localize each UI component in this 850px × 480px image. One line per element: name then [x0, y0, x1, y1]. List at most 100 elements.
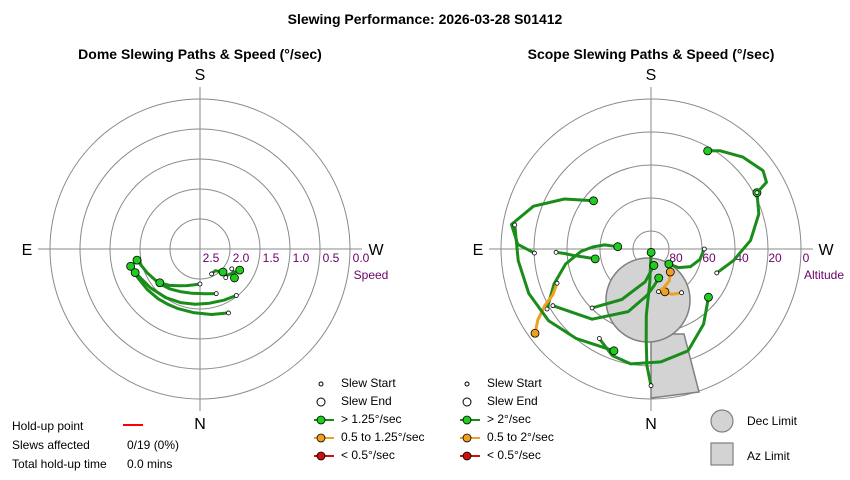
slew-path — [657, 270, 672, 294]
slew-start-marker — [754, 190, 760, 196]
slew-path — [510, 197, 595, 255]
slew-start-marker — [229, 266, 235, 272]
slew-path — [551, 276, 661, 321]
legend-medium-marker — [316, 433, 326, 443]
slew-path — [135, 258, 218, 296]
slew-end-marker — [530, 328, 540, 338]
legend-slow-label: < 0.5°/sec — [487, 448, 541, 462]
dec-limit-label: Dec Limit — [747, 414, 798, 428]
slew-end-marker — [704, 292, 713, 302]
legend-slow-label: < 0.5°/sec — [341, 448, 395, 462]
dome-chart: Dome Slewing Paths & Speed (°/sec) S N E… — [12, 46, 425, 471]
dome-holdup-info: Hold-up point Slews affected 0/19 (0%) T… — [12, 419, 179, 471]
scope-limits — [605, 257, 700, 399]
slew-path — [597, 295, 710, 366]
dec-limit-swatch — [710, 409, 734, 433]
slew-path — [706, 149, 768, 195]
legend-fast-marker — [462, 415, 472, 425]
slew-start-marker — [714, 270, 720, 276]
slew-start-marker — [679, 290, 684, 296]
scope-cardinal-left: E — [473, 242, 484, 259]
scope-cardinal-top: S — [646, 67, 657, 84]
slew-start-marker — [589, 305, 595, 311]
legend-start-label: Slew Start — [341, 376, 396, 390]
slew-path — [644, 250, 653, 388]
scope-chart: Scope Slewing Paths & Speed (°/sec) S N … — [460, 46, 844, 466]
legend-start-label: Slew Start — [487, 376, 542, 390]
scope-cardinal-right: W — [818, 242, 834, 259]
slew-end-marker — [230, 273, 239, 283]
slew-end-marker — [703, 146, 713, 156]
scope-radial-tick: 20 — [768, 251, 782, 265]
legend-end-marker — [316, 397, 326, 407]
slew-start-marker — [233, 293, 239, 298]
slew-path — [667, 247, 706, 270]
slew-start-marker — [554, 280, 560, 286]
slew-start-marker — [512, 222, 518, 228]
dome-cardinal-bottom: N — [194, 416, 206, 433]
slew-end-marker — [126, 261, 136, 271]
slew-start-marker — [656, 289, 661, 295]
slew-end-marker — [654, 273, 664, 283]
scope-slew-paths — [510, 146, 768, 389]
slew-end-marker — [646, 247, 656, 257]
figure-title: Slewing Performance: 2026-03-28 S01412 — [288, 11, 563, 27]
slew-path — [715, 191, 761, 275]
slew-path — [590, 263, 656, 310]
slew-start-marker — [209, 271, 215, 277]
slew-path — [533, 281, 559, 335]
dome-radial-tick: 0.0 — [353, 251, 370, 265]
scope-radial-axis-name: Altitude — [804, 268, 844, 282]
legend-fast-marker — [316, 415, 326, 425]
az-limit-label: Az Limit — [747, 449, 790, 463]
legend-medium-label: 0.5 to 1.25°/sec — [341, 430, 425, 444]
slew-path — [129, 264, 230, 316]
scope-radial-tick: 0 — [803, 251, 810, 265]
slew-start-marker — [701, 246, 707, 252]
slew-end-marker — [155, 278, 165, 288]
slew-end-marker — [235, 265, 245, 275]
slew-end-marker — [609, 346, 619, 356]
slew-path — [554, 250, 597, 261]
slew-end-marker — [613, 242, 623, 252]
legend-medium-marker — [462, 433, 472, 443]
slew-path — [158, 281, 202, 288]
legend-slow-marker — [462, 451, 472, 461]
dome-cardinal-left: E — [22, 242, 33, 259]
slew-end-marker — [590, 254, 600, 264]
dome-radial-ticks: 2.5 2.0 1.5 1.0 0.5 0.0 Speed — [203, 251, 389, 282]
legend-end-label: Slew End — [341, 394, 392, 408]
dome-radial-tick: 1.5 — [263, 251, 280, 265]
scope-cardinal-bottom: N — [645, 416, 657, 433]
scope-legend: Slew Start Slew End > 2°/sec 0.5 to 2°/s… — [460, 376, 798, 466]
scope-chart-title: Scope Slewing Paths & Speed (°/sec) — [528, 46, 775, 62]
dome-cardinal-top: S — [195, 67, 206, 84]
holdup-point-label: Hold-up point — [12, 419, 84, 433]
slew-start-marker — [553, 249, 559, 255]
legend-end-marker — [462, 397, 472, 407]
slews-affected-label: Slews affected — [12, 438, 90, 452]
slew-end-marker — [218, 267, 228, 277]
dome-grid — [38, 87, 362, 411]
dome-cardinal-right: W — [368, 242, 384, 259]
legend-slow-marker — [316, 451, 326, 461]
legend-fast-label: > 1.25°/sec — [341, 412, 402, 426]
slew-path — [513, 223, 616, 353]
slew-end-marker — [664, 259, 674, 269]
legend-fast-label: > 2°/sec — [487, 412, 531, 426]
slew-end-marker — [132, 255, 142, 265]
slews-affected-value: 0/19 (0%) — [127, 438, 179, 452]
slew-start-marker — [532, 250, 537, 256]
dome-radial-tick: 2.0 — [233, 251, 250, 265]
slew-start-marker — [223, 275, 229, 281]
slew-start-marker — [544, 306, 550, 312]
legend-start-marker — [464, 381, 470, 387]
slew-path — [133, 271, 238, 306]
dome-chart-title: Dome Slewing Paths & Speed (°/sec) — [78, 46, 322, 62]
dome-slew-paths — [126, 255, 245, 316]
slew-start-marker — [226, 310, 231, 316]
dome-radial-axis-name: Speed — [354, 268, 389, 282]
legend-end-label: Slew End — [487, 394, 538, 408]
legend-medium-label: 0.5 to 2°/sec — [487, 430, 554, 444]
